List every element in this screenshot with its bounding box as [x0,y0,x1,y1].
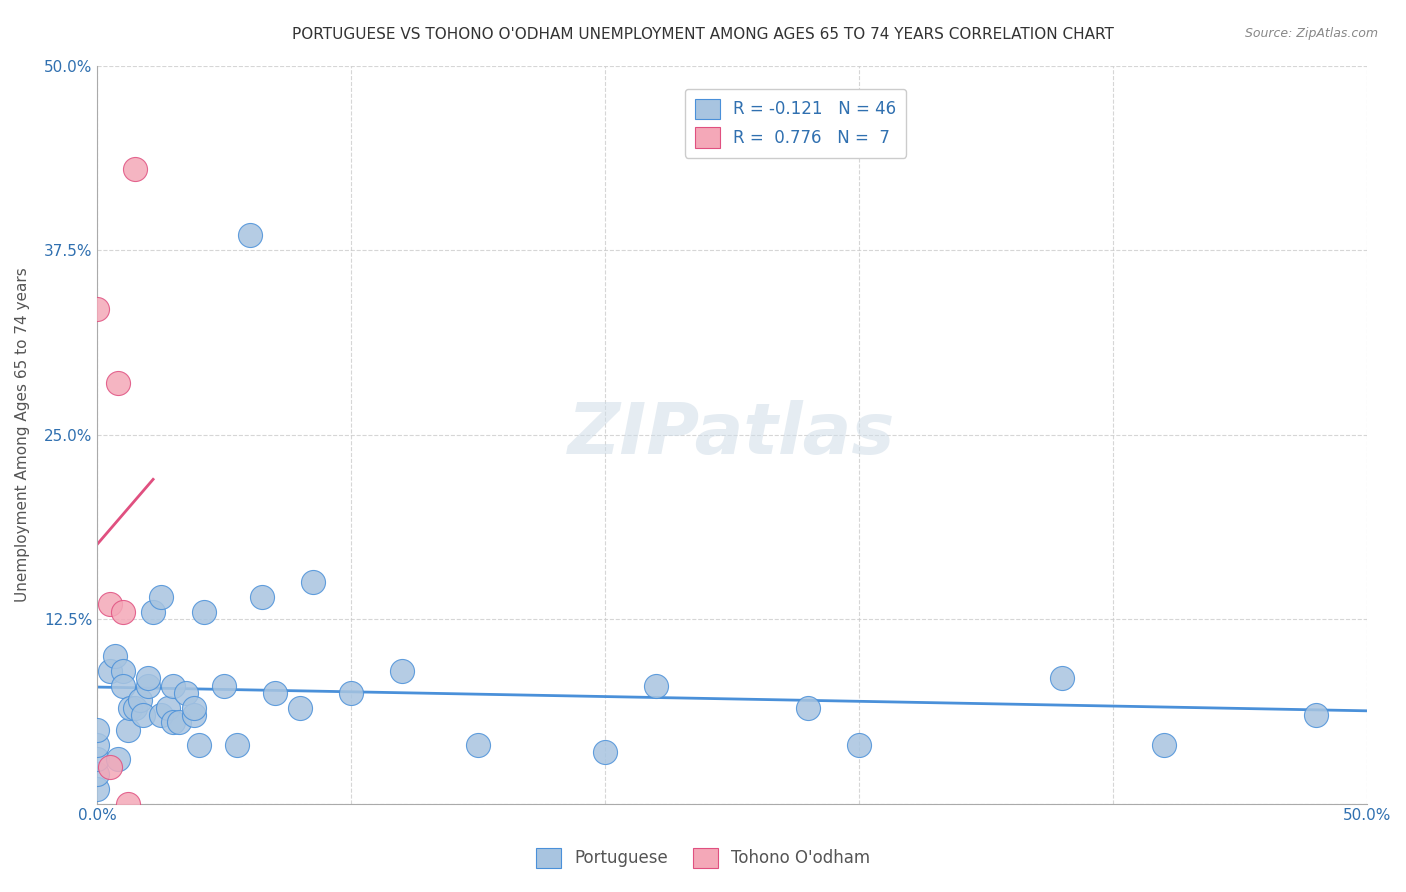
Point [157,700,180,714]
Point [86,767,108,781]
Legend: R = -0.121   N = 46, R =  0.776   N =  7: R = -0.121 N = 46, R = 0.776 N = 7 [685,88,907,158]
Point [187,738,209,752]
Point [290,700,312,714]
Point [132,708,155,723]
Point [86,302,108,317]
Text: ZIPatlas: ZIPatlas [568,401,896,469]
Point [593,745,616,759]
Point [252,590,274,604]
Point [124,700,146,714]
Point [1050,671,1073,685]
Point [391,664,413,678]
Point [149,590,172,604]
Point [467,738,489,752]
Point [1305,708,1327,723]
Point [98,598,121,612]
Point [174,686,197,700]
Point [162,679,184,693]
Text: Source: ZipAtlas.com: Source: ZipAtlas.com [1244,27,1378,40]
Point [162,715,184,730]
Point [129,693,152,707]
Point [340,686,363,700]
Point [86,738,108,752]
Point [848,738,870,752]
Point [136,679,159,693]
Point [107,752,129,766]
Text: PORTUGUESE VS TOHONO O'ODHAM UNEMPLOYMENT AMONG AGES 65 TO 74 YEARS CORRELATION : PORTUGUESE VS TOHONO O'ODHAM UNEMPLOYMEN… [292,27,1114,42]
Point [111,664,134,678]
Point [117,797,139,811]
Point [98,760,121,774]
Y-axis label: Unemployment Among Ages 65 to 74 years: Unemployment Among Ages 65 to 74 years [15,268,30,602]
Point [111,679,134,693]
Point [183,700,205,714]
Legend: Portuguese, Tohono O'odham: Portuguese, Tohono O'odham [529,841,877,875]
Point [142,605,165,619]
Point [183,708,205,723]
Point [225,738,247,752]
Point [86,752,108,766]
Point [193,605,215,619]
Point [86,781,108,796]
Point [1153,738,1175,752]
Point [120,700,142,714]
Point [111,605,134,619]
Point [117,723,139,737]
Point [149,708,172,723]
Point [86,723,108,737]
Point [136,671,159,685]
Point [104,648,127,663]
Point [212,679,235,693]
Point [644,679,666,693]
Point [167,715,190,730]
Point [264,686,287,700]
Point [239,228,262,243]
Point [98,664,121,678]
Point [797,700,820,714]
Point [124,161,146,176]
Point [107,376,129,390]
Point [302,575,325,590]
